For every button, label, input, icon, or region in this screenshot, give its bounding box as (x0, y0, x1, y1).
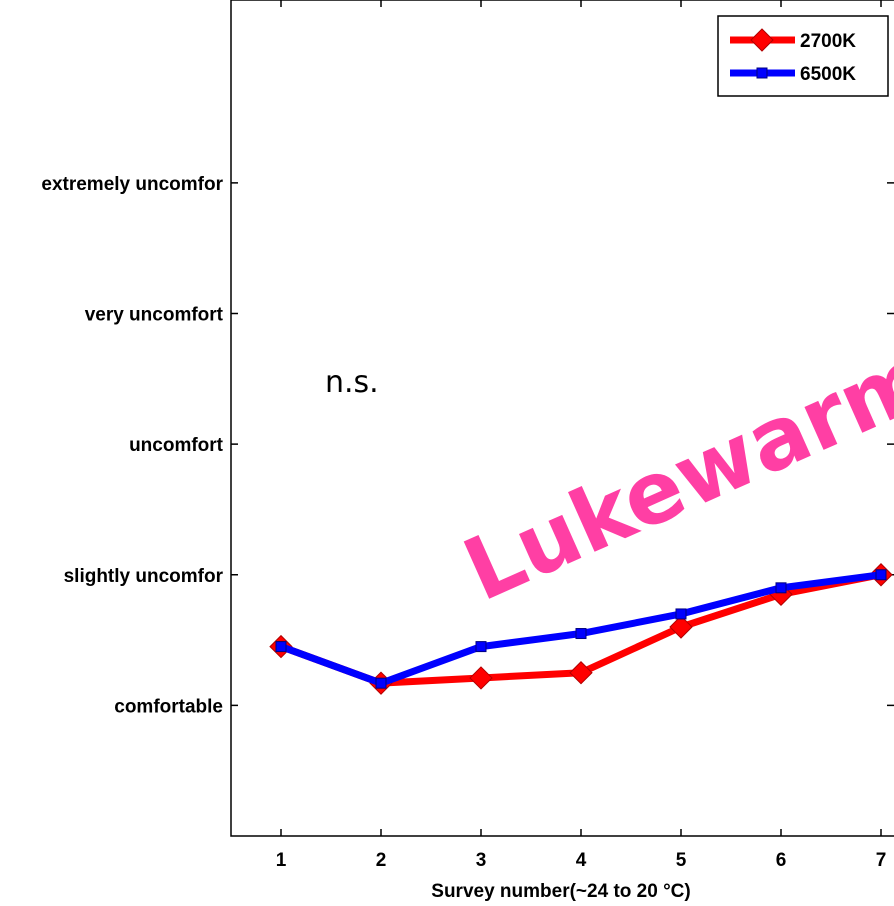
x-tick-label: 1 (276, 850, 287, 871)
y-tick-label: comfortable (114, 696, 223, 717)
y-axis-ticks: comfortable slightly uncomfor uncomfort ver… (41, 174, 894, 717)
x-tick-label: 7 (876, 850, 887, 871)
series-layer (269, 563, 893, 695)
x-tick-label: 4 (576, 850, 587, 871)
data-point-6500K (475, 641, 487, 653)
plot-area-frame (230, 0, 894, 837)
data-point-6500K (575, 628, 587, 640)
x-tick-label: 3 (476, 850, 487, 871)
x-tick-label: 6 (776, 850, 787, 871)
x-axis-ticks: 1 2 3 4 5 6 7 (276, 0, 887, 871)
legend-marker-2700K (750, 28, 774, 52)
annotation-ns: n.s. (325, 365, 379, 400)
y-tick-label: slightly uncomfor (64, 566, 224, 587)
data-point-6500K (675, 608, 687, 620)
legend-marker-6500K (756, 67, 768, 79)
x-tick-label: 2 (376, 850, 387, 871)
y-tick-label: uncomfort (129, 435, 224, 456)
data-point-2700K (669, 615, 693, 639)
legend-label-2700K: 2700K (800, 31, 856, 52)
legend: 2700K 6500K (717, 15, 889, 97)
data-point-6500K (375, 677, 387, 689)
x-tick-label: 5 (676, 850, 687, 871)
y-tick-label: very uncomfort (85, 305, 224, 326)
legend-label-6500K: 6500K (800, 64, 856, 85)
data-point-6500K (275, 641, 287, 653)
y-tick-label: extremely uncomfor (41, 174, 223, 195)
data-point-2700K (469, 666, 493, 690)
data-point-2700K (569, 661, 593, 685)
data-point-6500K (775, 582, 787, 594)
data-point-6500K (875, 569, 887, 581)
x-axis-title: Survey number(~24 to 20 °C) (431, 881, 690, 902)
legend-box (717, 15, 889, 97)
